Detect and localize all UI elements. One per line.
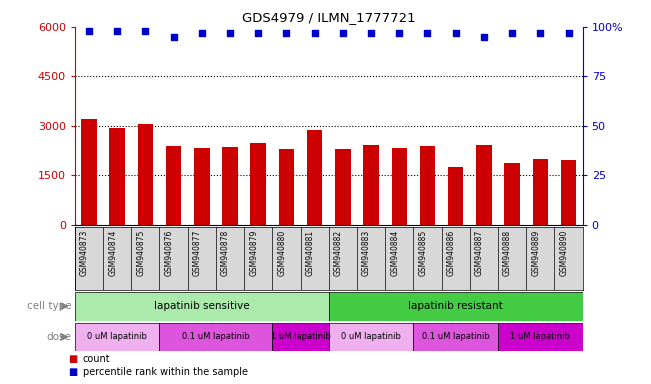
Point — [253, 30, 264, 36]
Bar — [329, 323, 413, 351]
Text: cell type: cell type — [27, 301, 72, 311]
Text: ■: ■ — [68, 367, 77, 377]
Point — [84, 28, 94, 34]
Bar — [251, 143, 266, 225]
Point — [140, 28, 150, 34]
Text: GSM940880: GSM940880 — [277, 230, 286, 276]
Text: percentile rank within the sample: percentile rank within the sample — [83, 367, 247, 377]
Text: GDS4979 / ILMN_1777721: GDS4979 / ILMN_1777721 — [242, 12, 415, 25]
Text: GSM940890: GSM940890 — [560, 230, 568, 276]
Bar — [363, 145, 379, 225]
Point — [338, 30, 348, 36]
Bar — [561, 161, 576, 225]
Text: GSM940889: GSM940889 — [531, 230, 540, 276]
Bar — [109, 128, 125, 225]
Text: GSM940885: GSM940885 — [419, 230, 428, 276]
Point — [225, 30, 235, 36]
Bar — [272, 323, 329, 351]
Bar — [81, 119, 97, 225]
Text: GSM940877: GSM940877 — [193, 230, 202, 276]
Text: dose: dose — [47, 332, 72, 342]
Text: GSM940879: GSM940879 — [249, 230, 258, 276]
Bar — [75, 323, 159, 351]
Bar — [307, 131, 322, 225]
Point — [366, 30, 376, 36]
Bar — [533, 159, 548, 225]
Bar — [159, 323, 272, 351]
Bar — [420, 146, 436, 225]
Bar — [166, 146, 182, 225]
Text: 0.1 uM lapatinib: 0.1 uM lapatinib — [182, 333, 250, 341]
Text: GSM940878: GSM940878 — [221, 230, 230, 276]
Point — [563, 30, 574, 36]
Text: count: count — [83, 354, 110, 364]
Bar — [222, 147, 238, 225]
Text: 0 uM lapatinib: 0 uM lapatinib — [341, 333, 401, 341]
Text: GSM940886: GSM940886 — [447, 230, 456, 276]
Text: GSM940887: GSM940887 — [475, 230, 484, 276]
Bar — [505, 163, 520, 225]
Point — [112, 28, 122, 34]
Point — [450, 30, 461, 36]
Point — [169, 34, 179, 40]
Text: lapatinib sensitive: lapatinib sensitive — [154, 301, 249, 311]
Point — [281, 30, 292, 36]
Bar — [391, 148, 407, 225]
Bar — [413, 323, 498, 351]
Text: GSM940881: GSM940881 — [306, 230, 314, 276]
Point — [394, 30, 404, 36]
Bar — [448, 167, 464, 225]
Text: ■: ■ — [68, 354, 77, 364]
Text: GSM940883: GSM940883 — [362, 230, 371, 276]
Text: 0.1 uM lapatinib: 0.1 uM lapatinib — [422, 333, 490, 341]
Text: GSM940875: GSM940875 — [137, 230, 145, 276]
Point — [422, 30, 433, 36]
Text: 0 uM lapatinib: 0 uM lapatinib — [87, 333, 147, 341]
Bar — [335, 149, 351, 225]
Point — [507, 30, 518, 36]
Text: GSM940884: GSM940884 — [391, 230, 399, 276]
Text: GSM940876: GSM940876 — [165, 230, 174, 276]
Bar — [329, 292, 583, 321]
Point — [309, 30, 320, 36]
Text: lapatinib resistant: lapatinib resistant — [408, 301, 503, 311]
Bar — [75, 292, 329, 321]
Text: GSM940888: GSM940888 — [503, 230, 512, 276]
Point — [535, 30, 546, 36]
Text: GSM940873: GSM940873 — [80, 230, 89, 276]
Text: GSM940874: GSM940874 — [108, 230, 117, 276]
Bar — [498, 323, 583, 351]
Bar — [194, 147, 210, 225]
Bar — [476, 145, 492, 225]
Text: 1 uM lapatinib: 1 uM lapatinib — [510, 333, 570, 341]
Point — [478, 34, 489, 40]
Point — [197, 30, 207, 36]
Text: 1 uM lapatinib: 1 uM lapatinib — [271, 333, 331, 341]
Bar — [137, 124, 153, 225]
Text: GSM940882: GSM940882 — [334, 230, 343, 276]
Bar — [279, 149, 294, 225]
